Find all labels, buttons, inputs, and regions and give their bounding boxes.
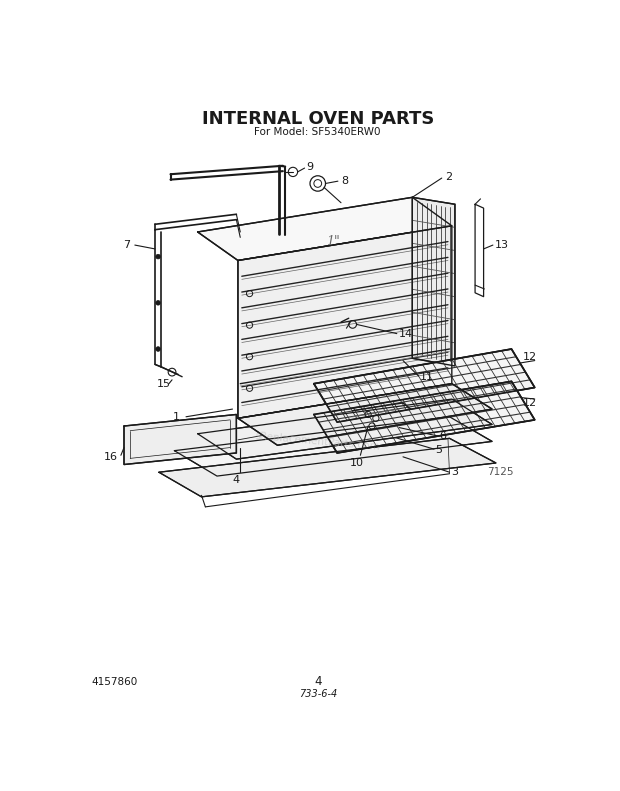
Polygon shape (238, 384, 492, 445)
Text: 7125: 7125 (487, 467, 513, 477)
Polygon shape (314, 381, 534, 453)
Polygon shape (314, 349, 534, 422)
Circle shape (156, 346, 161, 351)
Text: 1: 1 (173, 412, 180, 422)
Text: 733-6-4: 733-6-4 (299, 689, 337, 699)
Text: 5: 5 (435, 445, 443, 455)
Text: 13: 13 (495, 240, 508, 250)
Text: 2: 2 (445, 172, 452, 182)
Text: 16: 16 (104, 452, 118, 462)
Text: 12: 12 (523, 398, 538, 408)
Polygon shape (174, 417, 492, 476)
Polygon shape (124, 414, 236, 464)
Polygon shape (198, 197, 452, 260)
Text: 4: 4 (314, 676, 322, 688)
Text: 8: 8 (341, 176, 348, 186)
Text: 9: 9 (306, 161, 313, 172)
Text: 10: 10 (350, 458, 363, 468)
Text: 4157860: 4157860 (92, 676, 138, 687)
Text: INTERNAL OVEN PARTS: INTERNAL OVEN PARTS (202, 110, 434, 128)
Circle shape (156, 301, 161, 305)
Text: 12: 12 (523, 352, 538, 361)
Polygon shape (238, 225, 452, 418)
Text: 1": 1" (326, 235, 340, 248)
Text: 6: 6 (440, 431, 446, 441)
Text: 14: 14 (399, 328, 414, 339)
Polygon shape (159, 438, 496, 497)
Text: 11: 11 (420, 372, 434, 382)
Text: For Model: SF5340ERW0: For Model: SF5340ERW0 (254, 127, 381, 138)
Text: 4: 4 (233, 475, 240, 486)
Text: 15: 15 (156, 379, 171, 388)
Text: 7: 7 (123, 240, 130, 250)
Polygon shape (198, 399, 492, 459)
Text: 3: 3 (451, 467, 458, 477)
Circle shape (156, 255, 161, 259)
Polygon shape (412, 197, 455, 366)
Text: sReplacementParts.com: sReplacementParts.com (255, 431, 381, 452)
